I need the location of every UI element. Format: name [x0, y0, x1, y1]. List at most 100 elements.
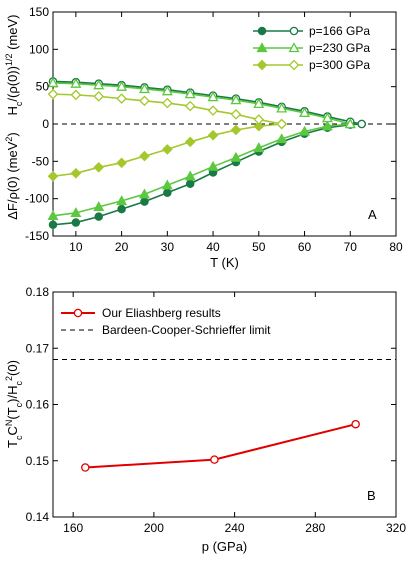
label-part: c: [14, 435, 24, 440]
point-df-p-230-gpa: [184, 170, 196, 181]
panel-a: 10 20 30 40 50 60 70 80 -150 -100 -50 0 50 100 150 T …: [4, 5, 403, 270]
point-hc-p-300-gpa: [184, 100, 196, 112]
panel-b-y-axis-label: TcCN(Tc)/Hc2(0): [4, 360, 24, 448]
label-part: /(ρ(0)): [5, 66, 20, 102]
point-df-p-230-gpa: [116, 195, 128, 206]
x-tick-label: 60: [298, 240, 312, 254]
panel-b-label: B: [367, 488, 376, 503]
point-our-eliashberg-results: [351, 419, 360, 429]
point-hc-p-230-gpa: [161, 85, 173, 96]
legend-marker-filled-p-300-gpa: [256, 59, 268, 71]
panel-a-x-axis-label: T (K): [210, 255, 239, 270]
point-hc-p-230-gpa: [230, 94, 242, 105]
legend-marker-open-p-166-gpa: [289, 26, 299, 36]
panel-b-legend: Our Eliashberg results Bardeen-Cooper-Sch…: [61, 306, 271, 337]
x-tick-label: 240: [225, 521, 245, 535]
series-line-our-eliashberg-results: [85, 423, 356, 469]
label-part: N: [4, 420, 14, 427]
legend-label-eliashberg: Our Eliashberg results: [102, 306, 221, 320]
label-part: c: [14, 380, 24, 385]
point-hc-p-300-gpa: [47, 88, 59, 100]
point-df-p-300-gpa: [230, 124, 242, 136]
point-df-p-300-gpa: [162, 144, 173, 155]
panel-a-y-axis-label-right: Hc/(ρ(0))1/2 (meV): [4, 15, 24, 116]
series-our-eliashberg-results: [81, 419, 360, 472]
label-part: 2: [4, 137, 14, 142]
x-tick-label: 80: [389, 240, 403, 254]
panel-b-x-tick-labels: 160 200 240 280 320: [63, 521, 406, 535]
point-hc-p-300-gpa: [70, 89, 82, 101]
point-hc-p-230-gpa: [70, 77, 82, 88]
point-hc-p-230-gpa: [47, 77, 59, 88]
y-tick-label: -100: [25, 192, 49, 206]
label-part: ΔF/ρ(0) (meV: [5, 141, 20, 220]
y-tick-label: -150: [25, 229, 49, 243]
series-line-hc-p-230-gpa: [52, 82, 351, 125]
point-hc-p-230-gpa: [184, 88, 196, 99]
legend-label-p-230-gpa: p=230 GPa: [309, 41, 370, 55]
legend-marker-filled-p-230-gpa: [256, 42, 268, 53]
x-tick-label: 200: [144, 521, 164, 535]
point-df-p-230-gpa: [230, 151, 242, 162]
panel-b-x-axis-label: p (GPa): [202, 539, 248, 554]
legend-marker-eliashberg: [73, 308, 83, 318]
panel-a-label: A: [368, 207, 377, 222]
label-part: (T: [5, 407, 20, 419]
point-hc-p-300-gpa: [253, 114, 265, 125]
x-tick-label: 70: [344, 240, 358, 254]
point-hc-p-300-gpa: [162, 97, 173, 109]
point-hc-p-300-gpa: [276, 118, 287, 130]
point-hc-p-230-gpa: [138, 83, 150, 94]
point-hc-p-300-gpa: [230, 108, 242, 120]
label-part: )/H: [5, 385, 20, 402]
label-part: C: [5, 426, 20, 435]
legend-marker-open-p-230-gpa: [288, 42, 300, 53]
y-tick-label: 0.18: [26, 285, 50, 299]
series-p-300-gpa: [47, 88, 287, 182]
point-df-p-230-gpa: [70, 207, 82, 218]
y-tick-label: 100: [29, 42, 49, 56]
point-df-p-300-gpa: [93, 161, 105, 173]
point-df-p-230-gpa: [138, 188, 150, 199]
point-hc-p-300-gpa: [139, 95, 150, 107]
panel-a-y-tick-labels: -150 -100 -50 0 50 100 150: [25, 5, 49, 243]
label-part: T: [5, 440, 20, 448]
legend-marker-open-p-300-gpa: [288, 59, 300, 71]
y-tick-label: 0.17: [26, 341, 50, 355]
label-part: c: [14, 402, 24, 407]
point-df-p-300-gpa: [116, 157, 127, 169]
point-df-p-300-gpa: [70, 167, 82, 179]
x-tick-label: 160: [63, 521, 83, 535]
point-df-p-230-gpa: [321, 120, 333, 131]
point-df-p-166-gpa: [163, 188, 172, 197]
label-part: c: [14, 101, 24, 106]
point-hc-p-230-gpa: [93, 79, 105, 90]
point-df-p-300-gpa: [47, 170, 59, 182]
y-tick-label: -50: [32, 154, 50, 168]
x-tick-label: 280: [305, 521, 325, 535]
panel-a-series: [47, 77, 366, 230]
point-df-p-166-gpa: [94, 212, 103, 221]
legend-marker-filled-p-166-gpa: [257, 26, 267, 36]
series-p-230-gpa: [47, 77, 356, 221]
legend-label-bcs: Bardeen-Cooper-Schrieffer limit: [102, 323, 271, 337]
point-df-p-300-gpa: [253, 120, 265, 132]
point-df-p-230-gpa: [161, 179, 173, 190]
panel-b-y-tick-labels: 0.14 0.15 0.16 0.17 0.18: [26, 285, 50, 524]
point-our-eliashberg-results: [210, 455, 219, 464]
point-hc-p-300-gpa: [116, 93, 127, 104]
label-part: 2: [4, 376, 14, 381]
panel-a-y-axis-label-left: ΔF/ρ(0) (meV2): [4, 132, 20, 220]
point-df-p-230-gpa: [47, 210, 59, 221]
legend-label-p-166-gpa: p=166 GPa: [309, 24, 370, 38]
label-part: H: [5, 106, 20, 115]
point-hc-p-230-gpa: [344, 118, 356, 129]
y-tick-label: 0.16: [26, 398, 50, 412]
point-hc-p-230-gpa: [253, 98, 265, 109]
y-tick-label: 0: [42, 117, 49, 131]
point-hc-p-230-gpa: [321, 112, 333, 123]
panel-b-series: [81, 419, 360, 472]
x-tick-label: 50: [252, 240, 266, 254]
point-our-eliashberg-results: [81, 463, 90, 472]
